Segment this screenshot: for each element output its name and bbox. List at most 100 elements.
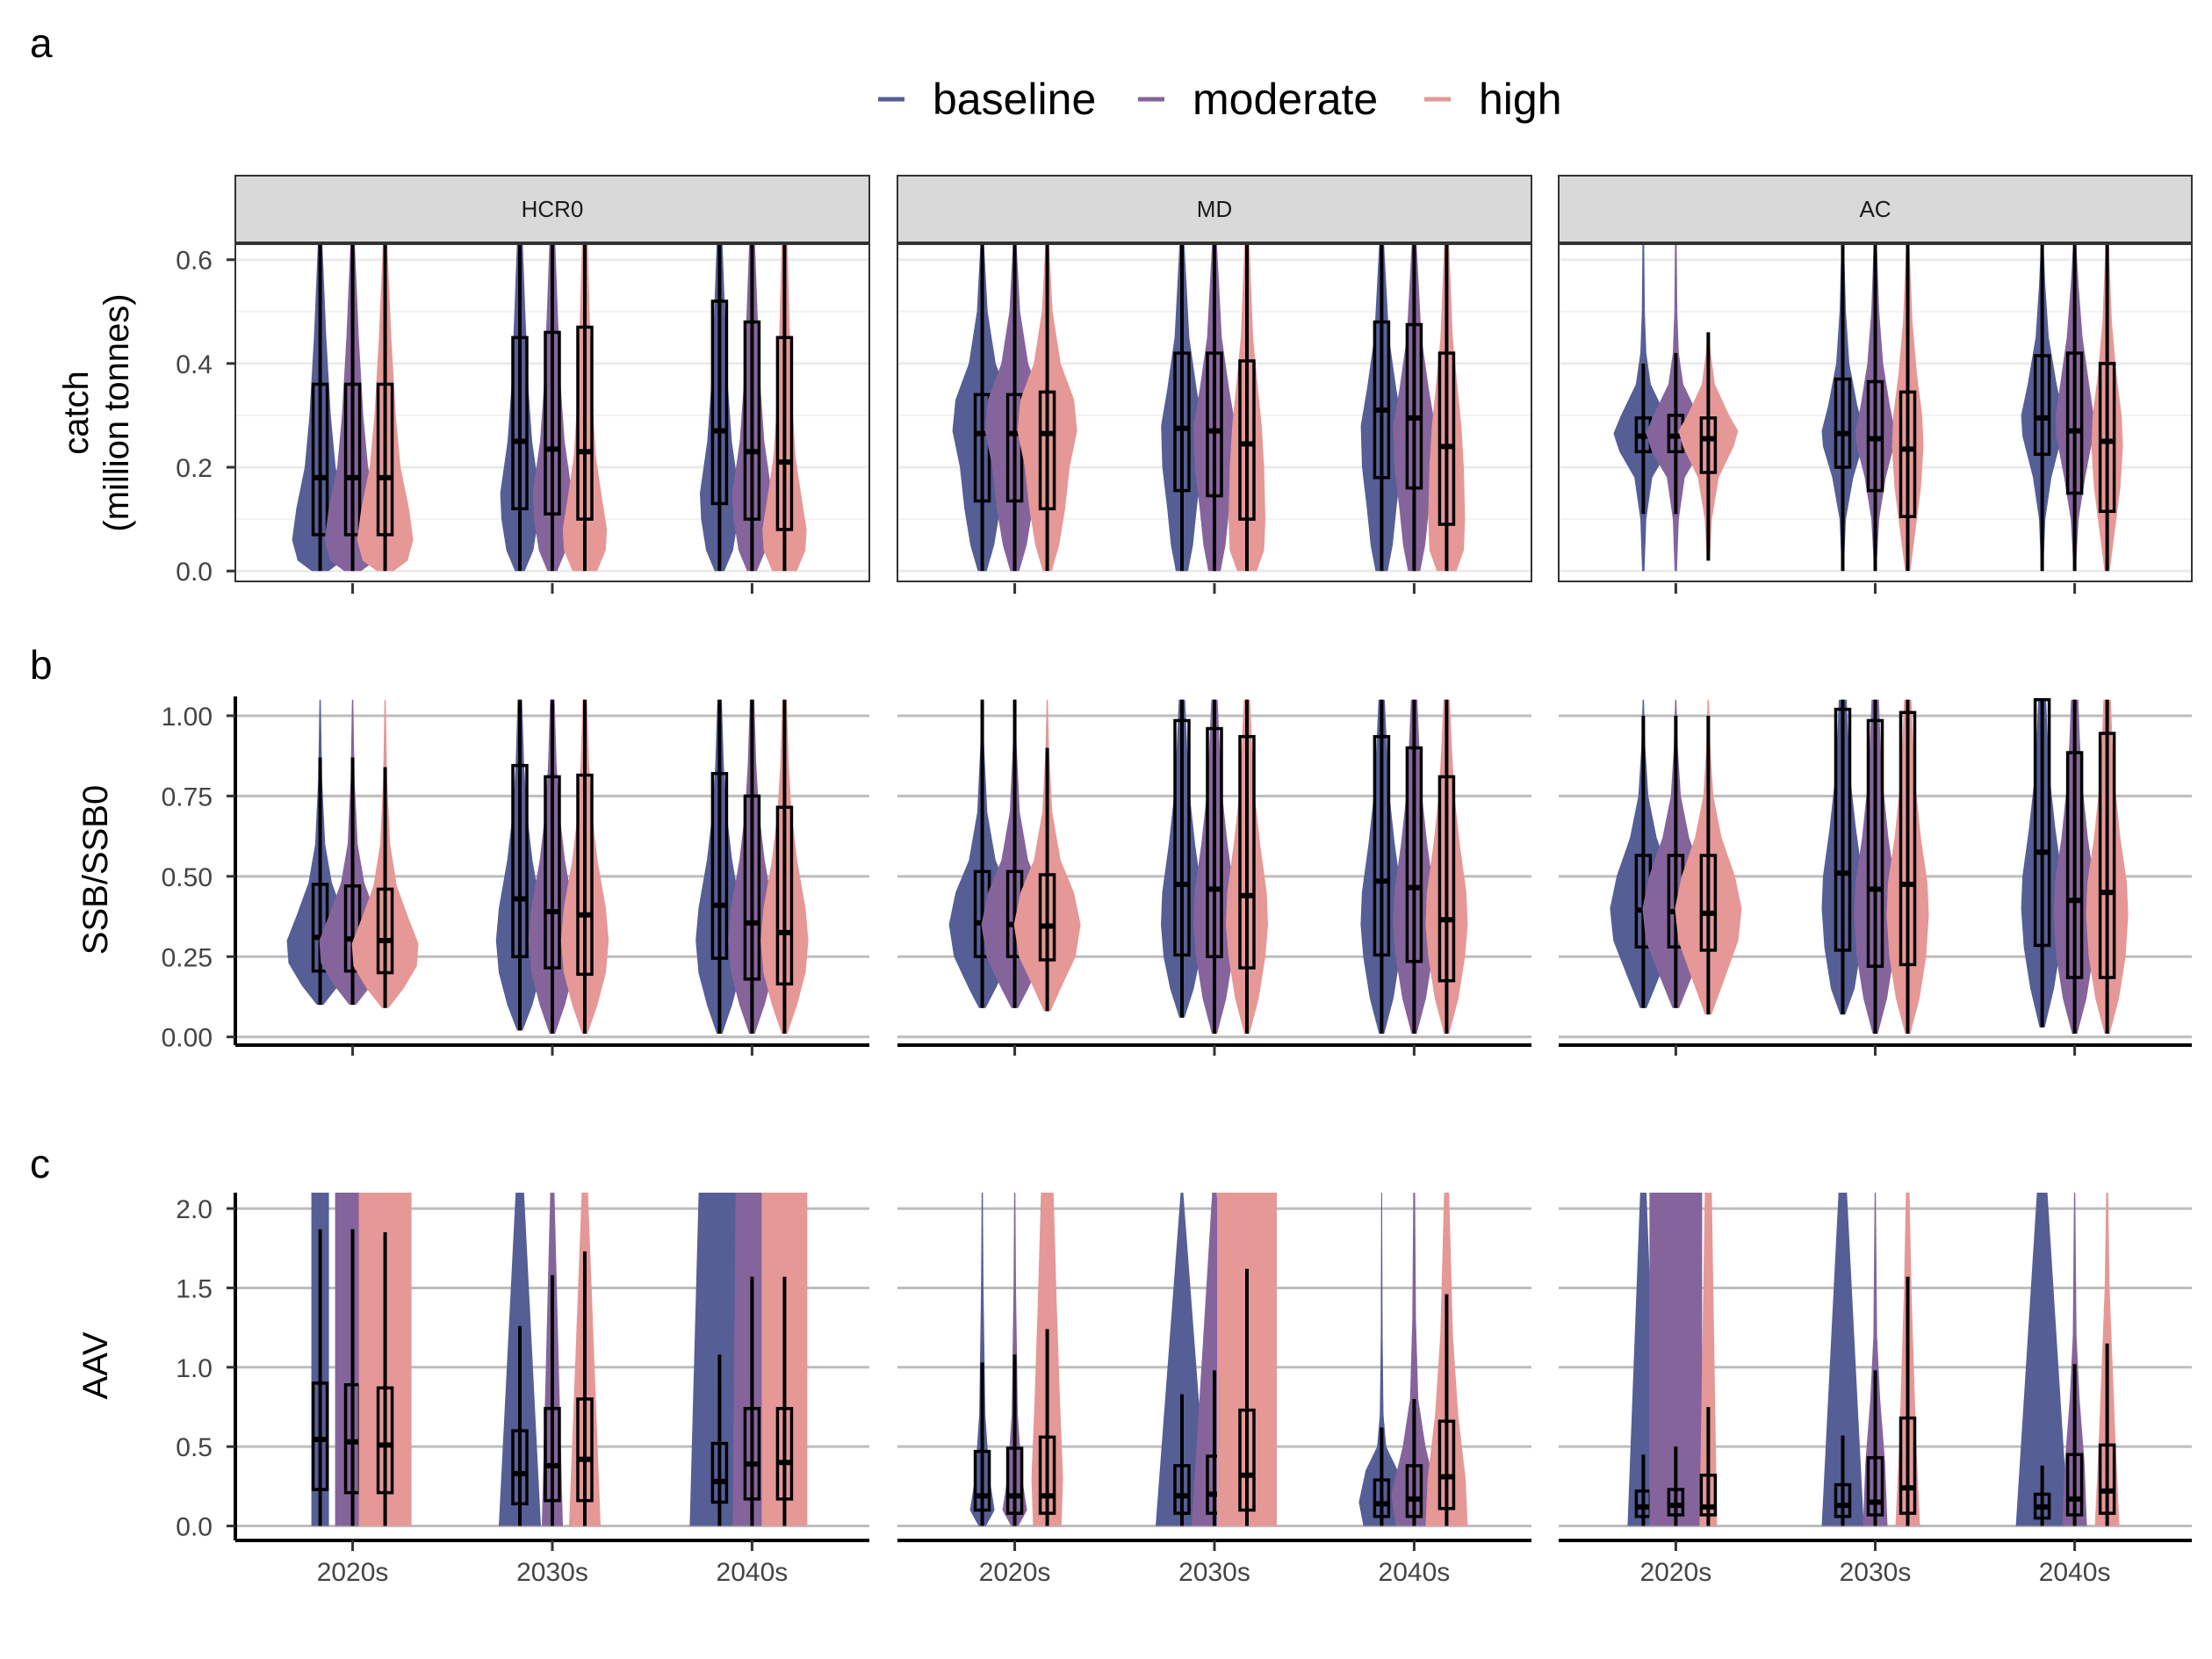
violin-body-moderate: [2062, 1193, 2087, 1526]
violin-moderate-2030s: [1854, 699, 1897, 1035]
violin-moderate-2030s: [542, 1193, 563, 1526]
violin-baseline-2040s: [2015, 1193, 2069, 1526]
violin-baseline-2030s: [499, 1193, 541, 1526]
violin-moderate-2030s: [1855, 244, 1895, 572]
y-tick-label: 1.0: [176, 1354, 213, 1383]
violin-high-2030s: [1886, 699, 1929, 1035]
box-iqr: [1899, 1416, 1917, 1515]
violin-high-2030s: [562, 244, 608, 572]
facet-HCR0-b: [227, 696, 869, 1056]
violin-baseline-2020s: [311, 1193, 329, 1526]
violin-high-2020s: [1699, 1193, 1718, 1526]
box-iqr: [311, 382, 329, 537]
panel-b: b SSB/SSB0 0.00 0.25 0.50 0.75 1.00: [30, 642, 2192, 1056]
plot-area: [969, 1193, 1468, 1526]
facet-AC-b: [1559, 697, 2192, 1056]
x-tick-label-2020s: 2020s: [1640, 1558, 1712, 1587]
violin-high-2030s: [1891, 244, 1924, 572]
y-tick-label: 0.6: [176, 247, 213, 276]
box-iqr: [1038, 390, 1056, 511]
box-iqr: [1866, 1456, 1884, 1517]
plot-area: [1610, 697, 2129, 1035]
facet-AC-a: AC: [1558, 175, 2193, 594]
box-iqr: [1899, 390, 1917, 518]
violin-high-2040s: [762, 244, 807, 572]
x-tick-label-2020s: 2020s: [979, 1558, 1051, 1587]
box-iqr: [710, 299, 729, 506]
facet-strip-label-HCR0: HCR0: [522, 196, 584, 222]
y-tick-label: 0.4: [176, 350, 213, 379]
box-iqr: [2065, 1453, 2084, 1517]
box-iqr: [343, 382, 362, 537]
box-iqr: [1667, 1488, 1685, 1517]
box-iqr: [1173, 718, 1191, 957]
violin-baseline-2040s: [1360, 699, 1403, 1035]
box-iqr: [1405, 322, 1423, 490]
violin-high-2030s: [1217, 1193, 1277, 1526]
violin-high-2020s: [1675, 699, 1742, 1015]
violin-high-2030s: [1226, 699, 1268, 1035]
y-axis-label-c: AAV: [76, 1331, 115, 1399]
y-axis-label-a: catch(million tonnes): [57, 293, 136, 531]
box-iqr: [743, 794, 761, 981]
violin-moderate-2040s: [2056, 244, 2094, 572]
panels: a catch(million tonnes) 0.0 0.2 0.4 0.6 HCR0 MD…: [30, 20, 2193, 1587]
y-tick-label: 1.00: [162, 703, 213, 732]
violin-high-2030s: [569, 1193, 601, 1526]
violin-moderate-2030s: [1863, 1193, 1888, 1526]
facet-AC-c: 2020s 2030s 2040s: [1559, 1193, 2192, 1587]
violin-body-baseline: [969, 1193, 995, 1526]
violin-high-2020s: [1017, 244, 1077, 572]
violin-moderate-2030s: [1193, 699, 1236, 1035]
box-iqr: [2033, 354, 2051, 457]
violin-baseline-2030s: [1161, 699, 1203, 1018]
box-iqr: [576, 1397, 594, 1503]
panel-letter-b: b: [30, 642, 53, 688]
box-iqr: [1373, 1478, 1391, 1518]
violin-high-2030s: [1228, 244, 1265, 572]
violin-moderate-2040s: [732, 244, 772, 572]
box-iqr: [511, 335, 529, 511]
legend-label-baseline: baseline: [933, 75, 1096, 124]
panel-border: [1558, 243, 2193, 582]
box-iqr: [1834, 707, 1852, 952]
violin-baseline-2020s: [969, 1193, 995, 1526]
y-tick-label: 0.2: [176, 454, 213, 483]
violin-baseline-2030s: [1821, 699, 1864, 1015]
box-iqr: [1005, 1446, 1024, 1515]
box-iqr: [2033, 697, 2051, 948]
violin-high-2040s: [2091, 244, 2123, 572]
box-iqr: [1405, 746, 1423, 963]
violin-moderate-2030s: [1193, 244, 1236, 572]
panel-a: a catch(million tonnes) 0.0 0.2 0.4 0.6 HCR0 MD…: [30, 20, 2193, 594]
violin-baseline-2030s: [1821, 244, 1864, 572]
violin-body-moderate: [1863, 1193, 1888, 1526]
violin-moderate-2040s: [2062, 1193, 2087, 1526]
facet-MD-b: [897, 699, 1531, 1056]
plot-area: [1627, 1193, 2120, 1526]
violin-high-2020s: [1031, 1193, 1063, 1526]
box-iqr: [544, 1407, 561, 1503]
box-iqr: [511, 1429, 529, 1505]
facet-HCR0-c: 2020s 2030s 2040s: [227, 1193, 869, 1587]
box-iqr: [710, 1441, 729, 1504]
y-tick-label: 0.0: [176, 1513, 213, 1542]
violin-high-2020s: [1013, 699, 1081, 1012]
panel-border: [234, 243, 870, 582]
legend-label-moderate: moderate: [1192, 75, 1378, 124]
panel-border: [897, 243, 1532, 582]
violin-body-moderate: [1391, 1193, 1437, 1526]
y-tick-label: 0.25: [162, 943, 213, 972]
box-iqr: [1173, 351, 1191, 493]
box-iqr: [2065, 751, 2084, 979]
box-iqr: [1437, 775, 1456, 983]
box-iqr: [2098, 1443, 2116, 1515]
box-iqr: [1405, 1464, 1423, 1518]
violin-high-2030s: [1895, 1193, 1920, 1526]
violin-body-baseline: [1821, 1193, 1864, 1526]
box-iqr: [1699, 416, 1718, 474]
violin-moderate-2020s: [1002, 1193, 1027, 1526]
violin-baseline-2040s: [700, 244, 739, 572]
y-tick-label: 0.50: [162, 863, 213, 892]
